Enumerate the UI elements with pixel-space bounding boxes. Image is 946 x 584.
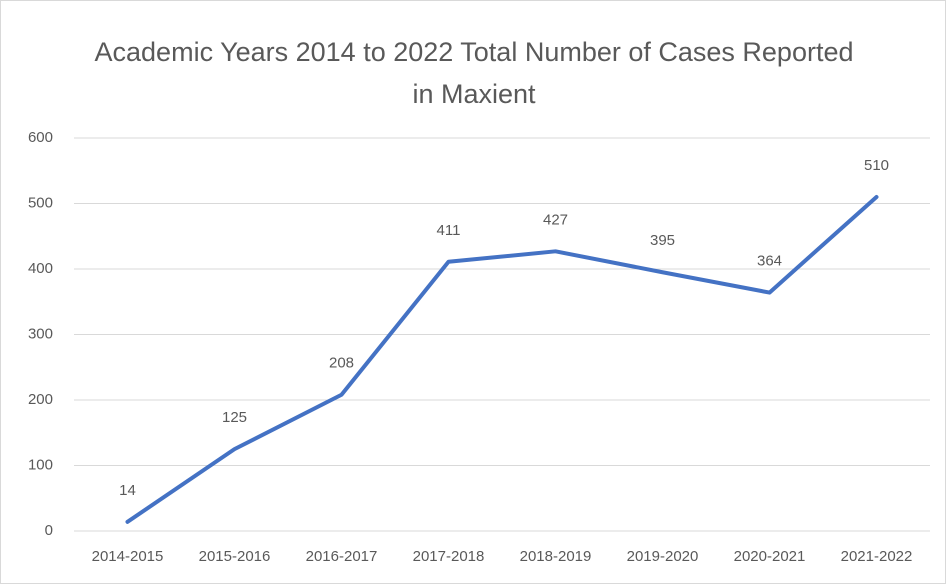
x-tick-label: 2017-2018 [413,548,485,565]
y-tick-label: 600 [28,129,53,146]
data-label: 411 [437,222,461,239]
x-tick-label: 2020-2021 [734,548,806,565]
data-line [125,194,879,524]
x-tick-label: 2015-2016 [199,548,271,565]
x-tick-label: 2018-2019 [520,548,592,565]
y-tick-label: 0 [45,522,53,539]
data-label: 208 [329,355,354,372]
y-tick-label: 500 [28,194,53,211]
x-tick-label: 2021-2022 [841,548,913,565]
data-label: 395 [650,232,675,249]
y-tick-label: 100 [28,456,53,473]
x-tick-label: 2014-2015 [92,548,164,565]
x-tick-label: 2016-2017 [306,548,378,565]
data-label: 427 [543,211,568,228]
x-tick-label: 2019-2020 [627,548,699,565]
y-tick-label: 300 [28,325,53,342]
data-label: 364 [757,253,782,270]
y-tick-label: 400 [28,260,53,277]
chart-title: Academic Years 2014 to 2022 Total Number… [94,37,854,109]
data-label: 14 [119,482,136,499]
data-label: 125 [222,409,247,426]
y-tick-label: 200 [28,391,53,408]
data-label: 510 [864,157,889,174]
